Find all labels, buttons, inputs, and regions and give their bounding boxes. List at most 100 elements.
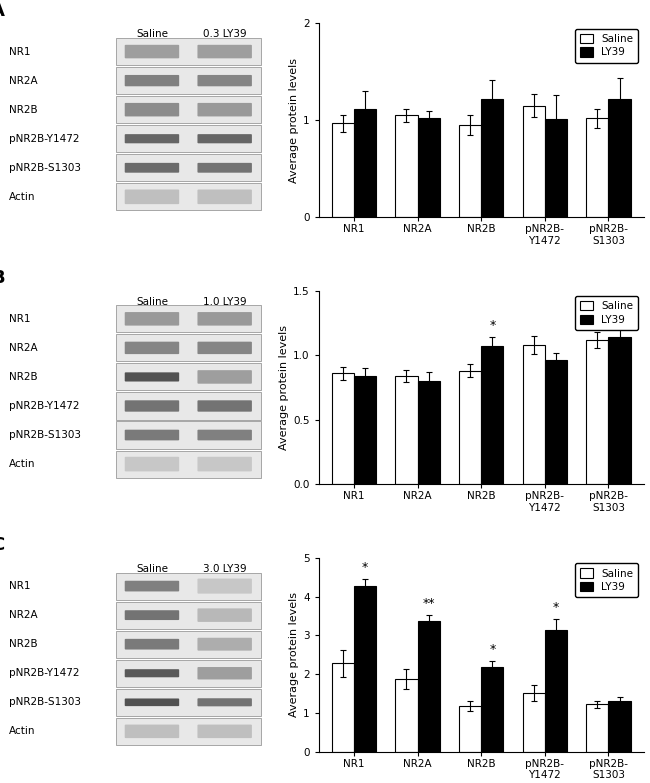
Y-axis label: Average protein levels: Average protein levels	[289, 593, 299, 717]
Bar	[116, 67, 261, 94]
Bar	[523, 693, 545, 752]
FancyBboxPatch shape	[125, 163, 179, 173]
FancyBboxPatch shape	[125, 45, 179, 59]
Bar	[116, 334, 261, 362]
Bar	[545, 360, 567, 485]
Bar	[116, 421, 261, 449]
Text: 0.3 LY39: 0.3 LY39	[203, 29, 246, 39]
FancyBboxPatch shape	[125, 75, 179, 86]
FancyBboxPatch shape	[198, 370, 252, 384]
Text: Actin: Actin	[9, 459, 36, 469]
Text: 3.0 LY39: 3.0 LY39	[203, 564, 246, 574]
Bar	[545, 119, 567, 217]
Bar	[116, 154, 261, 182]
Text: C: C	[0, 536, 4, 554]
FancyBboxPatch shape	[125, 189, 179, 204]
Bar	[586, 705, 608, 752]
Bar	[586, 118, 608, 217]
Bar	[523, 345, 545, 485]
FancyBboxPatch shape	[125, 639, 179, 650]
Text: pNR2B-Y1472: pNR2B-Y1472	[9, 134, 79, 144]
Bar	[116, 183, 261, 211]
Bar	[545, 630, 567, 752]
FancyBboxPatch shape	[198, 400, 252, 412]
Bar	[116, 601, 261, 629]
Text: Saline: Saline	[136, 297, 168, 307]
Text: pNR2B-S1303: pNR2B-S1303	[9, 163, 81, 173]
FancyBboxPatch shape	[198, 75, 252, 86]
Text: NR2A: NR2A	[9, 343, 38, 353]
FancyBboxPatch shape	[198, 638, 252, 651]
Bar	[481, 346, 504, 485]
FancyBboxPatch shape	[198, 341, 252, 354]
Text: *: *	[362, 561, 368, 574]
FancyBboxPatch shape	[125, 610, 179, 620]
Bar	[354, 376, 376, 485]
Text: NR2A: NR2A	[9, 610, 38, 620]
Bar	[459, 125, 481, 217]
FancyBboxPatch shape	[198, 189, 252, 204]
Text: NR1: NR1	[9, 581, 31, 591]
FancyBboxPatch shape	[125, 669, 179, 677]
FancyBboxPatch shape	[198, 456, 252, 471]
Bar	[116, 572, 261, 600]
FancyBboxPatch shape	[125, 134, 179, 143]
FancyBboxPatch shape	[125, 724, 179, 738]
Text: A: A	[0, 2, 5, 20]
Text: NR2B: NR2B	[9, 639, 38, 649]
FancyBboxPatch shape	[125, 400, 179, 412]
Bar	[116, 96, 261, 123]
Text: NR2A: NR2A	[9, 76, 38, 85]
FancyBboxPatch shape	[125, 698, 179, 706]
Bar	[523, 106, 545, 217]
FancyBboxPatch shape	[198, 45, 252, 59]
FancyBboxPatch shape	[125, 373, 179, 381]
FancyBboxPatch shape	[125, 581, 179, 591]
FancyBboxPatch shape	[198, 579, 252, 594]
FancyBboxPatch shape	[198, 163, 252, 173]
Text: pNR2B-S1303: pNR2B-S1303	[9, 430, 81, 440]
Text: pNR2B-S1303: pNR2B-S1303	[9, 698, 81, 707]
FancyBboxPatch shape	[125, 312, 179, 326]
Text: Saline: Saline	[136, 564, 168, 574]
Bar	[332, 663, 354, 752]
Legend: Saline, LY39: Saline, LY39	[575, 563, 638, 597]
Text: Actin: Actin	[9, 727, 36, 736]
Bar	[116, 660, 261, 687]
Text: Actin: Actin	[9, 192, 36, 202]
Text: Saline: Saline	[136, 29, 168, 39]
Bar	[608, 337, 630, 485]
Text: 1.0 LY39: 1.0 LY39	[203, 297, 246, 307]
Bar	[481, 667, 504, 752]
Text: **: **	[422, 597, 435, 610]
FancyBboxPatch shape	[198, 667, 252, 680]
Bar	[116, 450, 261, 478]
Bar	[116, 718, 261, 745]
Bar	[116, 689, 261, 716]
Bar	[354, 109, 376, 217]
Bar	[116, 38, 261, 65]
FancyBboxPatch shape	[125, 430, 179, 440]
FancyBboxPatch shape	[198, 430, 252, 440]
Text: *: *	[489, 319, 495, 333]
Text: *: *	[489, 643, 495, 656]
Text: NR1: NR1	[9, 314, 31, 324]
FancyBboxPatch shape	[198, 724, 252, 738]
Bar	[481, 99, 504, 217]
FancyBboxPatch shape	[198, 698, 252, 706]
Bar	[116, 392, 261, 420]
FancyBboxPatch shape	[198, 103, 252, 117]
FancyBboxPatch shape	[125, 103, 179, 117]
Bar	[395, 376, 417, 485]
Bar	[354, 586, 376, 752]
Bar	[608, 701, 630, 752]
Bar	[417, 118, 440, 217]
FancyBboxPatch shape	[125, 456, 179, 471]
Text: NR1: NR1	[9, 46, 31, 56]
Text: pNR2B-Y1472: pNR2B-Y1472	[9, 401, 79, 411]
Bar	[417, 621, 440, 752]
FancyBboxPatch shape	[125, 341, 179, 354]
Text: B: B	[0, 269, 5, 287]
Bar	[395, 115, 417, 217]
Y-axis label: Average protein levels: Average protein levels	[279, 325, 289, 450]
